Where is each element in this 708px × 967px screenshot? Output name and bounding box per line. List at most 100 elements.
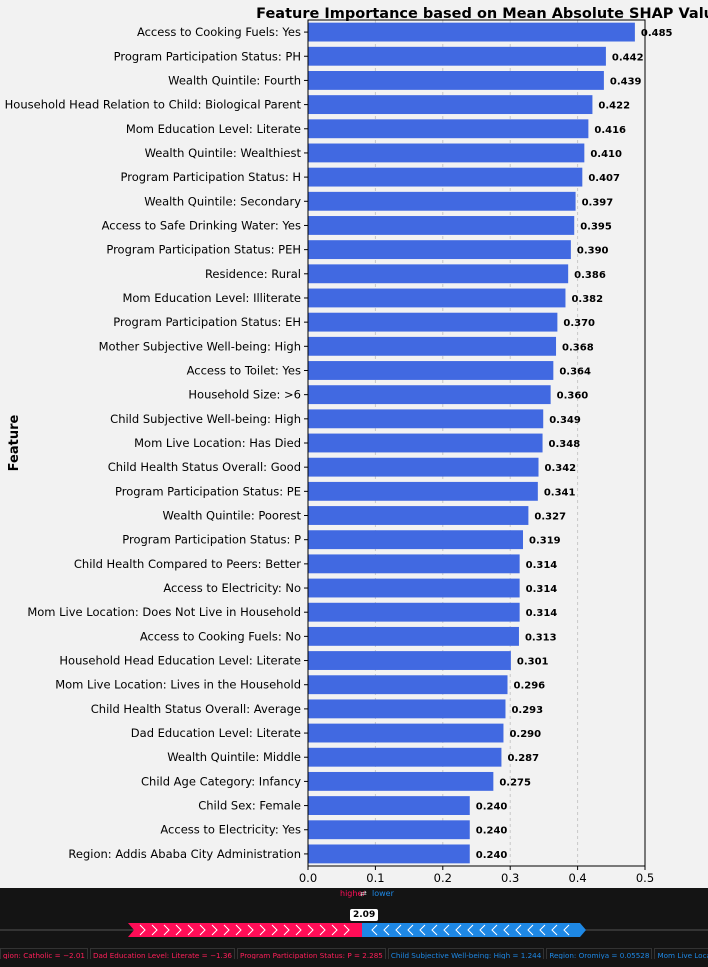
category-label: Household Head Education Level: Literate (59, 654, 301, 668)
bar (308, 771, 494, 791)
bar-value-label: 0.301 (517, 657, 549, 668)
category-label: Residence: Rural (205, 267, 301, 281)
category-label: Wealth Quintile: Middle (167, 750, 301, 764)
positive-contribution-label: Dad Education Level: Literate = −1.36 (89, 948, 235, 959)
bar-value-label: 0.314 (526, 560, 558, 571)
bar (308, 602, 520, 622)
category-label: Access to Toilet: Yes (187, 363, 301, 377)
category-label: Region: Addis Ababa City Administration (68, 847, 301, 861)
bar-value-label: 0.386 (574, 270, 606, 281)
x-tick-label: 0.0 (299, 871, 317, 885)
chevron-left-icon (395, 924, 402, 936)
chevron-left-icon (371, 924, 378, 936)
bar (308, 481, 538, 501)
bar (308, 216, 575, 235)
bar (308, 143, 585, 163)
bar (308, 240, 571, 260)
chevron-left-icon (491, 924, 498, 936)
contribution-strip: gion: Catholic = −2.01 Dad Education Leve… (0, 943, 708, 959)
bar (308, 288, 566, 308)
x-tick-label: 0.5 (636, 871, 654, 885)
bar-value-label: 0.485 (641, 28, 673, 39)
bar-value-label: 0.314 (526, 608, 558, 619)
axes-frame (307, 19, 646, 867)
x-tick-label: 0.3 (501, 871, 519, 885)
category-label: Household Head Relation to Child: Biolog… (5, 98, 302, 112)
chevron-left-icon (407, 924, 414, 936)
bar (308, 46, 606, 66)
negative-contribution-label: Child Subjective Well-being: High = 1.24… (387, 948, 545, 959)
bar (308, 119, 589, 139)
category-label: Mom Education Level: Illiterate (122, 291, 301, 305)
bar (308, 361, 554, 380)
bar (308, 723, 504, 743)
shap-importance-chart: 0.0 0.1 0.2 0.3 0.4 0.5 Access to Cooking Fuel… (4, 6, 708, 885)
category-label: Access to Safe Drinking Water: Yes (102, 218, 301, 232)
base-value-badge: 2.09 (350, 909, 379, 921)
bar-value-label: 0.349 (549, 415, 581, 426)
category-label: Mom Live Location: Does Not Live in Hous… (27, 605, 301, 619)
x-tick-label: 0.2 (434, 871, 452, 885)
chevron-left-icon (515, 924, 522, 936)
bar-value-label: 0.360 (557, 391, 589, 402)
category-label: Program Participation Status: PEH (106, 243, 301, 257)
bar (308, 626, 519, 646)
category-label: Access to Cooking Fuels: Yes (137, 25, 301, 39)
bar (308, 264, 569, 284)
x-tick-label: 0.4 (568, 871, 586, 885)
bar (308, 385, 551, 405)
chevron-left-icon (527, 924, 534, 936)
chevron-left-icon (383, 924, 390, 936)
chevron-left-icon (443, 924, 450, 936)
negative-contribution-label: Region: Oromiya = 0.05528 (546, 948, 653, 959)
bar-value-label: 0.364 (559, 366, 591, 377)
chevron-right-icon (175, 924, 182, 936)
chevron-right-icon (259, 924, 266, 936)
bar (308, 796, 470, 815)
bar-value-label: 0.382 (571, 294, 603, 305)
chevron-right-icon (199, 924, 206, 936)
x-tick-label: 0.1 (366, 871, 384, 885)
bar-value-label: 0.342 (545, 463, 577, 474)
bar-value-label: 0.240 (476, 802, 508, 813)
bar-value-label: 0.296 (514, 681, 546, 692)
chevron-right-icon (271, 924, 278, 936)
bar (308, 820, 470, 840)
category-label: Access to Electricity: Yes (160, 823, 301, 837)
chevron-left-icon (455, 924, 462, 936)
chevron-right-icon (331, 924, 338, 936)
bar (308, 71, 604, 90)
category-label: Mom Education Level: Literate (126, 122, 301, 136)
chevron-right-icon (307, 924, 314, 936)
bar-value-label: 0.293 (511, 705, 543, 716)
chevron-right-icon (283, 924, 290, 936)
bar-value-label: 0.313 (525, 632, 557, 643)
bar-value-label: 0.397 (582, 197, 614, 208)
category-label: Dad Education Level: Literate (131, 726, 301, 740)
bar (308, 675, 508, 695)
chevron-left-icon (563, 924, 570, 936)
legend-higher-label: higher (340, 889, 366, 898)
bar (308, 167, 583, 187)
chart-title: Feature Importance based on Mean Absolut… (256, 6, 708, 22)
bar (308, 699, 506, 719)
chevron-right-icon (187, 924, 194, 936)
legend-arrow-icon: ⇄ (360, 889, 367, 898)
chevron-left-icon (539, 924, 546, 936)
bar (308, 191, 576, 211)
category-label: Wealth Quintile: Fourth (168, 73, 301, 87)
chevron-left-icon (503, 924, 510, 936)
bar-value-label: 0.442 (612, 52, 644, 63)
bar (308, 554, 520, 574)
chevron-left-icon (467, 924, 474, 936)
bar-value-label: 0.390 (577, 246, 609, 257)
bar-value-label: 0.240 (476, 826, 508, 837)
bar-value-label: 0.422 (598, 101, 630, 112)
bar (308, 506, 529, 525)
bar-value-label: 0.348 (549, 439, 581, 450)
bar-value-label: 0.416 (594, 125, 626, 136)
category-label: Mother Subjective Well-being: High (99, 339, 301, 353)
chevron-right-icon (139, 924, 146, 936)
bar (308, 530, 524, 550)
category-label: Program Participation Status: PH (114, 49, 301, 63)
